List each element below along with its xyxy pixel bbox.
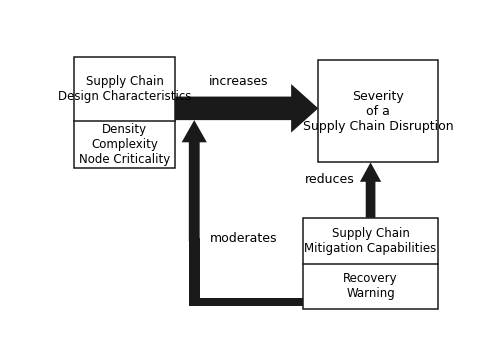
Text: reduces: reduces bbox=[306, 172, 355, 185]
Text: Severity
of a
Supply Chain Disruption: Severity of a Supply Chain Disruption bbox=[303, 90, 454, 132]
Text: Density
Complexity
Node Criticality: Density Complexity Node Criticality bbox=[79, 123, 170, 166]
Bar bbox=[189, 298, 308, 306]
Text: increases: increases bbox=[209, 75, 268, 88]
FancyBboxPatch shape bbox=[318, 60, 438, 162]
Bar bbox=[189, 238, 200, 306]
FancyBboxPatch shape bbox=[74, 57, 175, 168]
Text: Recovery
Warning: Recovery Warning bbox=[343, 273, 398, 301]
FancyBboxPatch shape bbox=[303, 218, 438, 309]
Polygon shape bbox=[175, 84, 318, 132]
Text: Supply Chain
Design Characteristics: Supply Chain Design Characteristics bbox=[58, 75, 191, 103]
Polygon shape bbox=[360, 162, 381, 218]
Polygon shape bbox=[182, 120, 207, 242]
Text: moderates: moderates bbox=[210, 232, 277, 245]
Text: Supply Chain
Mitigation Capabilities: Supply Chain Mitigation Capabilities bbox=[304, 227, 436, 255]
